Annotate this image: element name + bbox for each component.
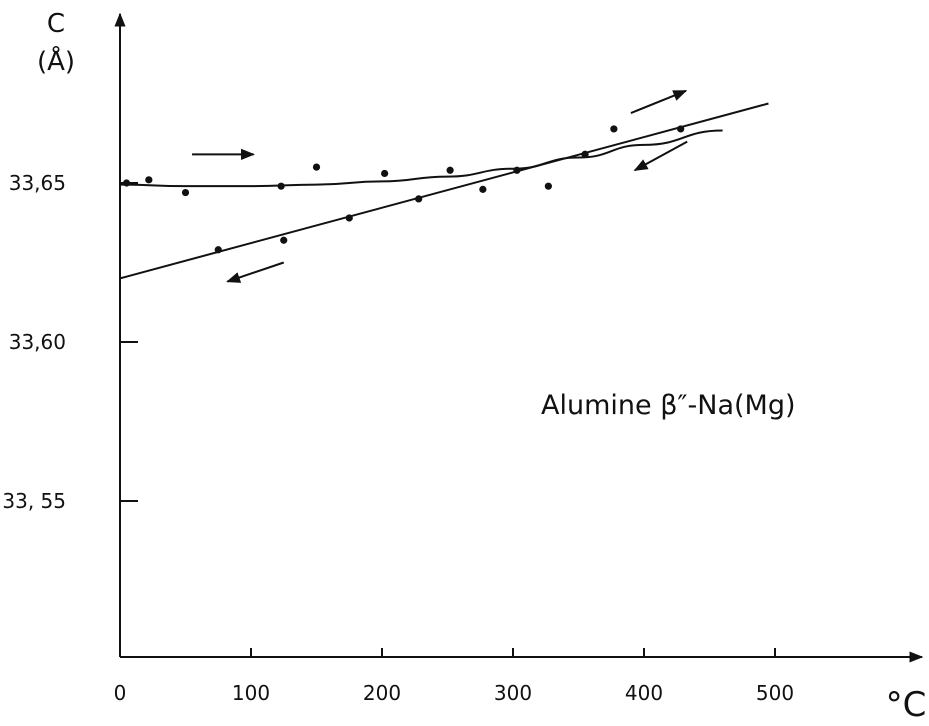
x-tick-label: 200 (363, 681, 401, 705)
data-point-series-1 (513, 166, 521, 174)
x-tick-label: 0 (114, 681, 127, 705)
y-tick-label: 33,60 (9, 330, 66, 354)
data-point-series-1 (312, 163, 321, 171)
direction-arrow (630, 89, 688, 114)
data-point-series-2 (345, 214, 353, 222)
axes (114, 12, 924, 663)
fit-curve-upper (119, 129, 723, 188)
data-point-series-2 (677, 125, 685, 133)
data-point-series-1 (122, 179, 131, 187)
chart-annotation: Alumine β″-Na(Mg) (541, 390, 796, 421)
y-axis-title-line1: C (47, 9, 65, 39)
data-point-series-1 (446, 166, 454, 174)
data-point-series-2 (214, 246, 222, 254)
y-axis-title-line2: (Å) (37, 45, 75, 77)
data-point-series-2 (280, 236, 288, 244)
fit-lines (119, 102, 769, 280)
y-tick-label: 33, 55 (2, 489, 66, 513)
x-axis-ticks: 0 100 200 300 400 500 (114, 648, 794, 705)
direction-arrow (633, 140, 688, 172)
y-tick-label: 33,65 (9, 171, 66, 195)
data-point-series-1 (479, 185, 487, 193)
data-points (122, 125, 685, 254)
data-point-series-1 (610, 125, 618, 133)
data-point-series-1 (145, 176, 153, 184)
x-tick-label: 500 (756, 681, 794, 705)
x-tick-label: 300 (494, 681, 532, 705)
direction-arrow (226, 261, 285, 283)
x-tick-label: 100 (232, 681, 270, 705)
data-point-series-1 (181, 188, 190, 197)
direction-arrows (192, 89, 688, 283)
fit-line-lower (119, 102, 769, 280)
data-point-series-2 (415, 195, 423, 203)
data-point-series-1 (277, 182, 285, 190)
data-point-series-2 (581, 150, 589, 158)
data-point-series-1 (544, 182, 552, 190)
x-axis-title: °C (886, 685, 927, 725)
x-tick-label: 400 (625, 681, 663, 705)
y-axis-ticks: 33, 55 33,60 33,65 (2, 171, 138, 513)
data-point-series-1 (381, 169, 389, 178)
